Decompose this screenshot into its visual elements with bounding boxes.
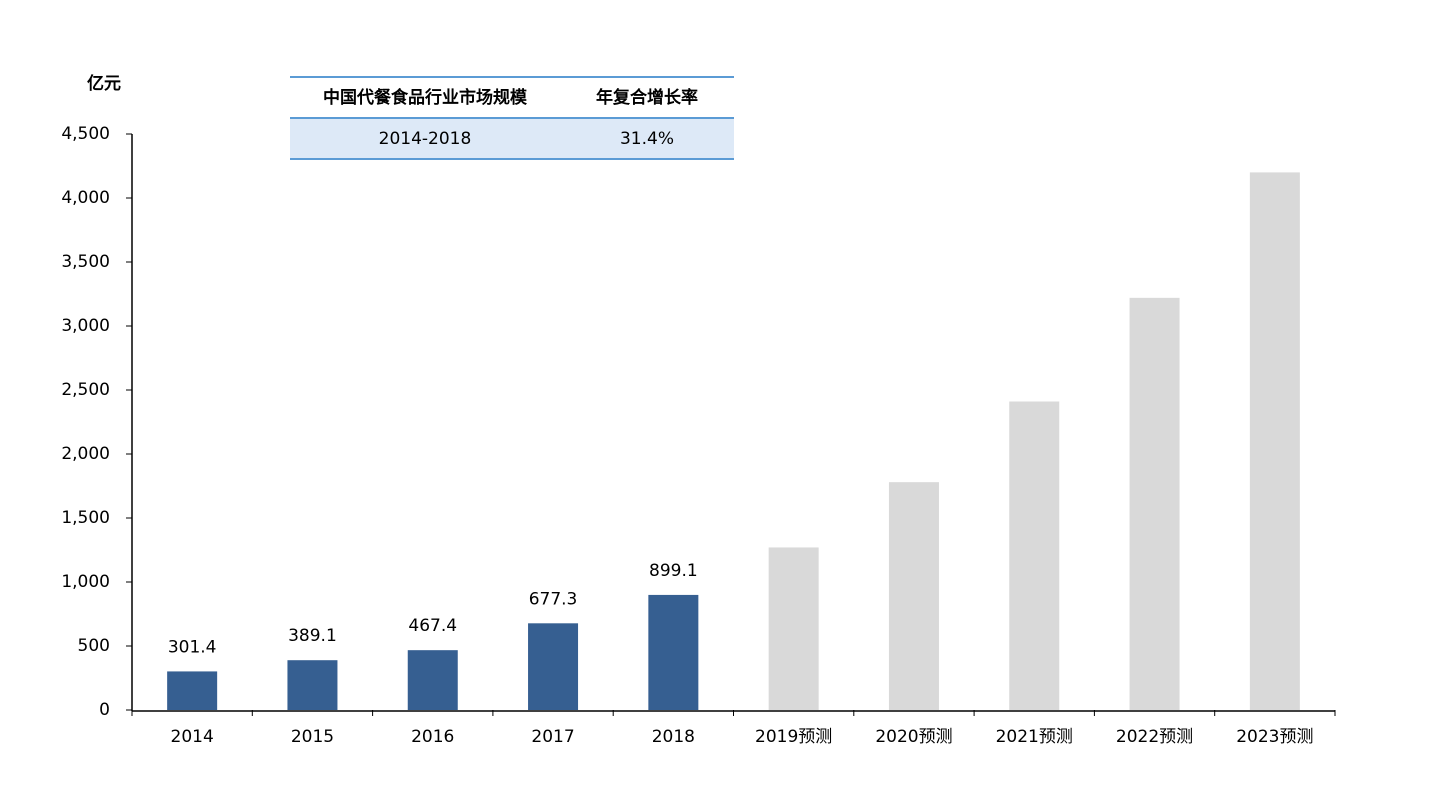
table-cell: 31.4%	[620, 129, 674, 149]
y-axis-unit: 亿元	[87, 73, 121, 94]
x-tick-label: 2017	[531, 727, 574, 747]
bar	[1249, 172, 1300, 710]
data-label: 389.1	[288, 626, 337, 646]
x-tick-label: 2014	[171, 727, 214, 747]
y-tick-label: 0	[99, 700, 110, 720]
bar	[287, 660, 338, 710]
y-tick-label: 4,500	[61, 124, 110, 144]
x-tick-label: 2022预测	[1116, 727, 1193, 747]
data-label: 677.3	[529, 589, 578, 609]
table-header: 中国代餐食品行业市场规模	[323, 87, 528, 108]
data-label: 467.4	[408, 616, 457, 636]
y-tick-label: 2,500	[61, 380, 110, 400]
y-tick-label: 1,000	[61, 572, 110, 592]
y-tick-label: 1,500	[61, 508, 110, 528]
x-tick-label: 2019预测	[755, 727, 832, 747]
y-tick-label: 500	[78, 636, 110, 656]
y-tick-label: 2,000	[61, 444, 110, 464]
x-tick-label: 2021预测	[996, 727, 1073, 747]
x-tick-label: 2020预测	[875, 727, 952, 747]
table-cell: 2014-2018	[379, 129, 472, 149]
table-row-bg	[290, 118, 734, 159]
bar	[407, 650, 458, 710]
x-tick-label: 2015	[291, 727, 334, 747]
bar	[888, 482, 939, 710]
bar	[1009, 401, 1060, 710]
bar	[167, 671, 218, 710]
y-tick-label: 4,000	[61, 188, 110, 208]
x-tick-label: 2023预测	[1236, 727, 1313, 747]
data-label: 301.4	[168, 637, 217, 657]
bar	[528, 623, 579, 710]
x-tick-label: 2016	[411, 727, 454, 747]
data-label: 899.1	[649, 561, 698, 581]
y-tick-label: 3,500	[61, 252, 110, 272]
bar	[648, 594, 699, 710]
bar	[768, 547, 819, 710]
y-tick-label: 3,000	[61, 316, 110, 336]
x-tick-label: 2018	[652, 727, 695, 747]
bar	[1129, 297, 1180, 710]
table-header: 年复合增长率	[596, 87, 698, 108]
